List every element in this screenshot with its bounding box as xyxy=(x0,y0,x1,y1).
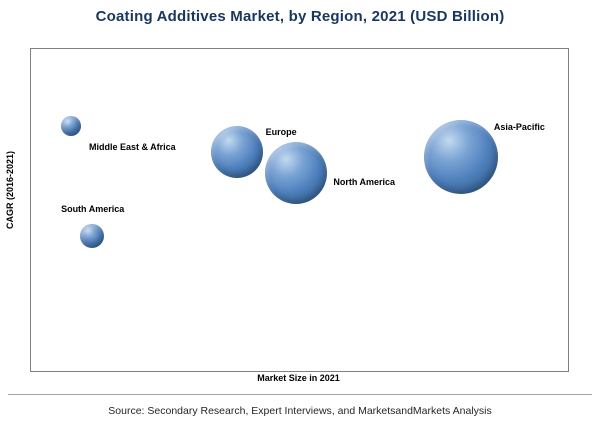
footer-divider xyxy=(8,394,592,395)
source-note: Source: Secondary Research, Expert Inter… xyxy=(108,405,492,417)
bubble-europe xyxy=(210,126,263,179)
x-axis-label: Market Size in 2021 xyxy=(257,373,340,383)
bubble-label-middle-east-africa: Middle East & Africa xyxy=(88,142,176,153)
bubble-label-asia-pacific: Asia-Pacific xyxy=(493,122,545,133)
bubble-label-europe: Europe xyxy=(265,126,297,137)
bubble-south-america xyxy=(79,224,104,249)
plot-area: Middle East & Africa South America Europe N… xyxy=(30,48,569,372)
bubble-north-america xyxy=(265,141,328,204)
bubble-label-south-america: South America xyxy=(61,203,125,214)
chart-title: Coating Additives Market, by Region, 202… xyxy=(95,8,505,25)
bubble-asia-pacific xyxy=(424,119,499,194)
y-axis-label: CAGR (2016-2021) xyxy=(5,150,15,230)
bubble-middle-east-africa xyxy=(60,115,81,136)
bubble-label-north-america: North America xyxy=(333,177,396,188)
